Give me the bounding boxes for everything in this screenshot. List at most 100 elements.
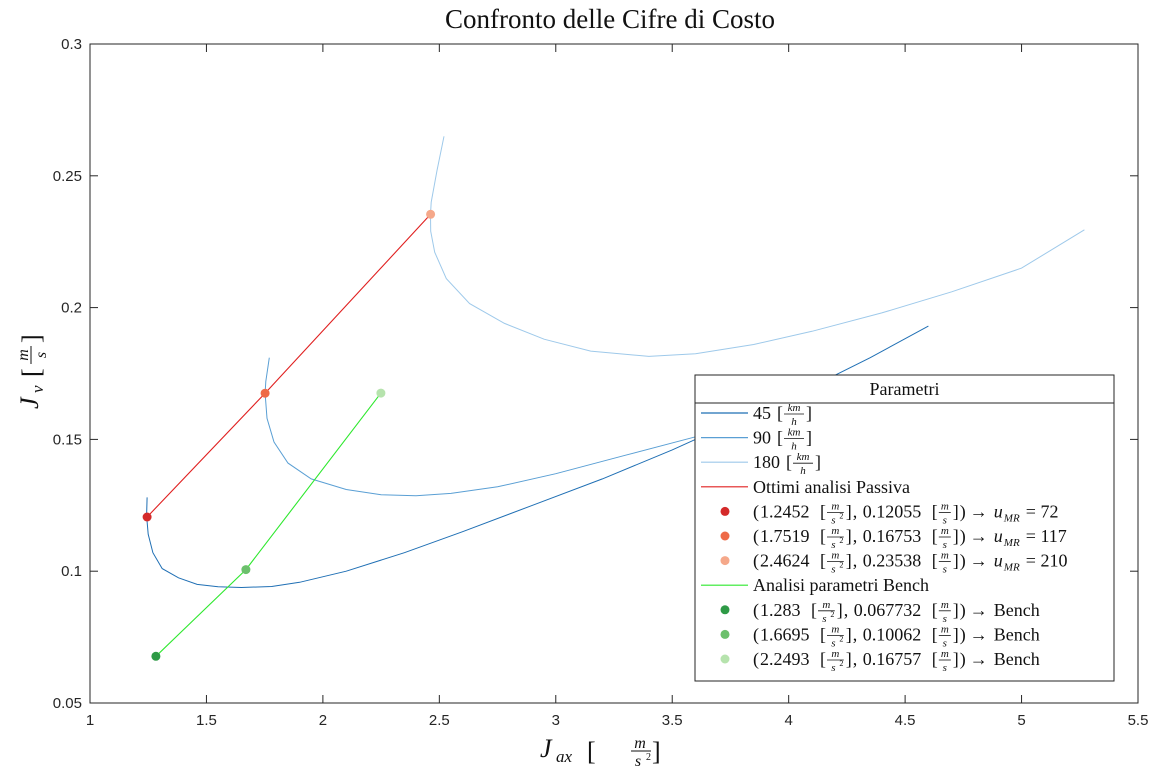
legend-y-unit-den: s bbox=[943, 662, 947, 674]
legend-arrow: → bbox=[970, 501, 988, 521]
data-point-4-1 bbox=[142, 512, 152, 522]
legend-comma: , bbox=[853, 649, 858, 669]
legend-x-unit-bracket-close: ] bbox=[837, 600, 843, 620]
x-axis-bracket-open: [ bbox=[587, 737, 596, 766]
legend-result-text: Bench bbox=[994, 600, 1040, 620]
legend-result-var: u bbox=[994, 526, 1003, 546]
legend-entry-2: 90 [km h] bbox=[701, 427, 812, 453]
data-point-4-3 bbox=[426, 209, 436, 219]
legend-paren-open: ( bbox=[753, 649, 759, 670]
legend-y-unit-num: m bbox=[941, 648, 949, 660]
legend-entry-3: 180 [km h] bbox=[701, 451, 821, 477]
legend-y-unit-bracket-close: ] bbox=[953, 624, 959, 644]
legend-entry-6: (1.7519[ms 2], 0.16753[ms]) → u MR = 117 bbox=[720, 525, 1067, 551]
x-tick-label: 5 bbox=[1017, 712, 1025, 729]
axes-box bbox=[89, 43, 1139, 704]
legend-x-value: 2.4624 bbox=[760, 551, 810, 571]
legend-y-value: 0.067732 bbox=[854, 600, 922, 620]
legend-y-value: 0.16753 bbox=[863, 526, 922, 546]
legend-x-unit-num: m bbox=[831, 525, 839, 537]
legend-unit-bracket-close: ] bbox=[806, 428, 812, 448]
legend-comma: , bbox=[853, 526, 858, 546]
x-tick-label: 4.5 bbox=[895, 712, 916, 729]
legend-y-unit-den: s bbox=[943, 613, 947, 625]
legend-entry-10: (1.6695[ms 2], 0.10062[ms]) → Bench bbox=[720, 623, 1040, 649]
legend-result-var: u bbox=[994, 501, 1003, 521]
x-tick-label: 1 bbox=[86, 712, 94, 729]
y-axis-label: J v [ m s ] bbox=[15, 334, 50, 409]
legend-result-var: u bbox=[994, 551, 1003, 571]
legend-dot-swatch bbox=[720, 605, 730, 615]
legend-x-value: 1.2452 bbox=[760, 501, 810, 521]
legend-entry-4: Ottimi analisi Passiva bbox=[701, 477, 910, 497]
x-tick-label: 2.5 bbox=[429, 712, 450, 729]
legend-x-unit-exp: 2 bbox=[839, 561, 843, 570]
x-axis-unit-den: s bbox=[635, 753, 641, 769]
data-point-5-3 bbox=[376, 388, 386, 398]
data-point-4-2 bbox=[260, 388, 270, 398]
legend-x-unit-num: m bbox=[831, 648, 839, 660]
legend-unit-den: h bbox=[791, 441, 797, 453]
legend-result-sub: MR bbox=[1003, 562, 1020, 574]
legend-x-unit-num: m bbox=[831, 623, 839, 635]
legend-unit-bracket-open: [ bbox=[786, 452, 792, 472]
legend-x-unit-bracket-close: ] bbox=[846, 526, 852, 546]
legend-dot-swatch bbox=[720, 654, 730, 664]
data-point-5-1 bbox=[151, 651, 161, 661]
legend-y-value: 0.23538 bbox=[863, 551, 922, 571]
x-axis-label-main: J bbox=[540, 734, 553, 763]
legend-comma: , bbox=[844, 600, 849, 620]
legend-x-unit-num: m bbox=[831, 550, 839, 562]
legend-y-unit-den: s bbox=[943, 539, 947, 551]
legend-x-unit-den: s bbox=[831, 539, 835, 551]
legend-entry-8: Analisi parametri Bench bbox=[701, 575, 929, 595]
legend-x-unit-bracket-close: ] bbox=[846, 501, 852, 521]
legend-arrow: → bbox=[970, 600, 988, 620]
y-axis-bracket-open: [ bbox=[17, 368, 46, 377]
legend-unit-den: h bbox=[791, 416, 797, 428]
legend-x-unit-den: s bbox=[831, 514, 835, 526]
x-tick-label: 3.5 bbox=[662, 712, 683, 729]
legend-y-unit-bracket-open: [ bbox=[932, 600, 938, 620]
legend-entry-11: (2.2493[ms 2], 0.16757[ms]) → Bench bbox=[720, 648, 1040, 674]
legend-y-unit-bracket-close: ] bbox=[953, 551, 959, 571]
legend-paren-close: ) bbox=[960, 526, 966, 547]
legend-label: Analisi parametri Bench bbox=[753, 575, 929, 595]
y-axis-unit-den: s bbox=[33, 352, 50, 358]
legend-dot-swatch bbox=[720, 506, 730, 516]
legend-result-text: Bench bbox=[994, 624, 1040, 644]
legend-x-unit-exp: 2 bbox=[839, 536, 843, 545]
legend-result-sub: MR bbox=[1003, 512, 1020, 524]
legend-box bbox=[694, 374, 1115, 682]
legend-arrow: → bbox=[970, 624, 988, 644]
legend-x-value: 2.2493 bbox=[760, 649, 810, 669]
x-tick-label: 3 bbox=[552, 712, 560, 729]
legend-y-unit-bracket-open: [ bbox=[932, 501, 938, 521]
legend-y-unit-den: s bbox=[943, 637, 947, 649]
legend-unit-num: km bbox=[797, 451, 810, 463]
x-tick-label: 1.5 bbox=[196, 712, 217, 729]
legend-label: Ottimi analisi Passiva bbox=[753, 477, 910, 497]
legend-dot-swatch bbox=[720, 531, 730, 541]
series-line-2 bbox=[264, 357, 813, 497]
legend-y-value: 0.12055 bbox=[863, 501, 922, 521]
legend-comma: , bbox=[853, 551, 858, 571]
legend-unit-bracket-open: [ bbox=[777, 403, 783, 423]
legend-result-sub: MR bbox=[1003, 537, 1020, 549]
legend-x-unit-den: s bbox=[831, 662, 835, 674]
x-axis-label-sub: ax bbox=[556, 747, 573, 766]
legend-y-unit-num: m bbox=[941, 500, 949, 512]
legend-x-unit-num: m bbox=[822, 599, 830, 611]
legend-arrow: → bbox=[970, 526, 988, 546]
legend-y-unit-bracket-open: [ bbox=[932, 526, 938, 546]
legend-x-unit-exp: 2 bbox=[839, 511, 843, 520]
legend-result-value: = 72 bbox=[1026, 501, 1059, 521]
legend-y-unit-den: s bbox=[943, 514, 947, 526]
legend-y-unit-den: s bbox=[943, 564, 947, 576]
legend-paren-open: ( bbox=[753, 600, 759, 621]
legend-paren-close: ) bbox=[960, 551, 966, 572]
x-tick-label: 5.5 bbox=[1128, 712, 1149, 729]
legend-unit-den: h bbox=[800, 465, 806, 477]
axes: 1 1.5 2 2.5 3 3.5 4 4.5 5 5.5 0.05 0.1 0.15 0.2 0.25 0.… bbox=[53, 36, 1149, 729]
